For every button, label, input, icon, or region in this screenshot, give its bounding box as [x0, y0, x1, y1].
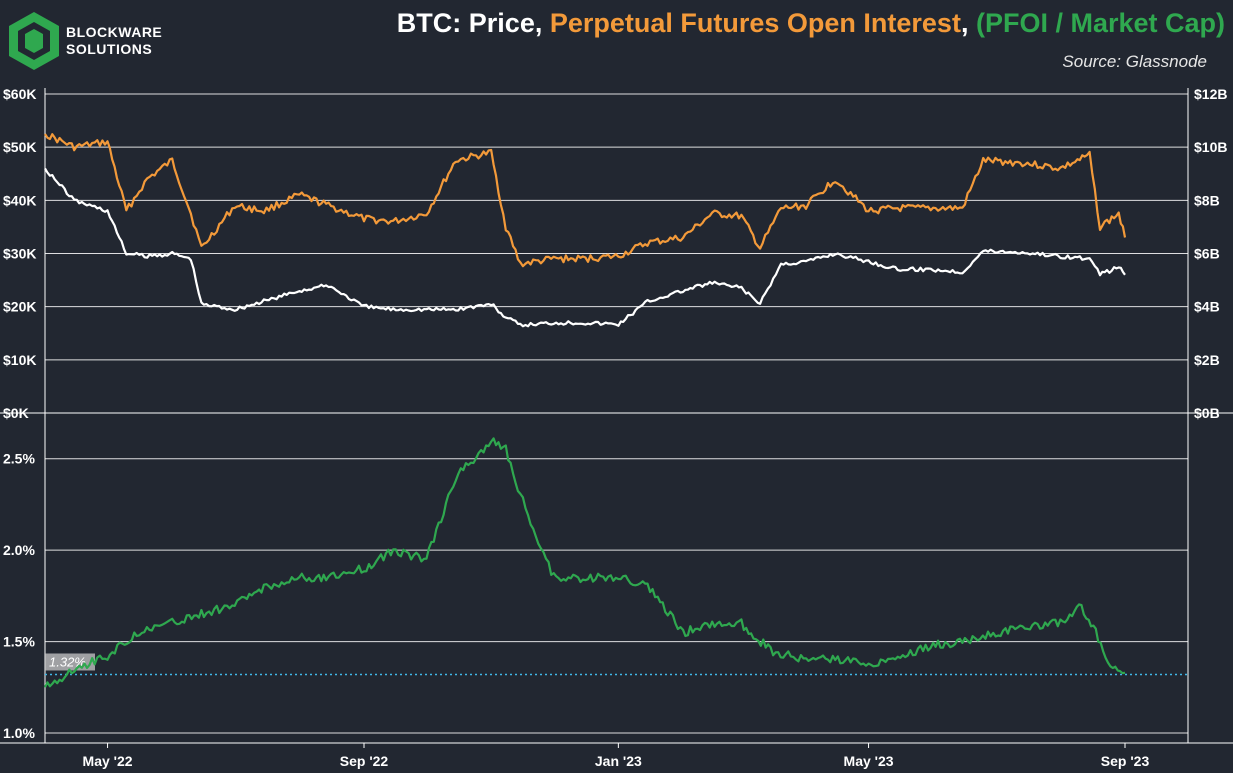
left-axis-tick: $30K	[3, 246, 36, 262]
left-axis-tick: $60K	[3, 86, 36, 102]
ratio-axis-tick: 2.0%	[3, 542, 35, 558]
chart-header: BLOCKWARE SOLUTIONS BTC: Price, Perpetua…	[0, 0, 1233, 88]
title-price: BTC: Price,	[396, 8, 550, 38]
open-interest-line	[44, 133, 1127, 268]
brand-name: BLOCKWARE SOLUTIONS	[66, 24, 162, 58]
left-axis-tick: $50K	[3, 139, 36, 155]
ratio-line	[44, 437, 1126, 688]
x-axis-tick: Sep '23	[1101, 753, 1150, 769]
x-axis-tick: May '22	[83, 753, 133, 769]
blockware-logo-icon	[9, 12, 59, 70]
x-axis-tick: May '23	[844, 753, 894, 769]
ratio-axis-tick: 2.5%	[3, 451, 35, 467]
title-open-interest: Perpetual Futures Open Interest	[549, 8, 961, 38]
ratio-axis-tick: 1.0%	[3, 725, 35, 741]
x-axis-tick: Sep '22	[340, 753, 389, 769]
reference-label: 1.32%	[49, 654, 86, 669]
right-axis-tick: $8B	[1194, 192, 1220, 208]
left-axis-tick: $20K	[3, 299, 36, 315]
brand-line-1: BLOCKWARE	[66, 24, 163, 40]
x-axis-tick: Jan '23	[595, 753, 642, 769]
left-axis-tick: $0K	[3, 405, 29, 421]
right-axis-tick: $12B	[1194, 86, 1227, 102]
ratio-axis-tick: 1.5%	[3, 634, 35, 650]
title-comma: ,	[960, 8, 976, 38]
right-axis-tick: $2B	[1194, 352, 1220, 368]
chart-title: BTC: Price, Perpetual Futures Open Inter…	[397, 8, 1225, 39]
left-axis-tick: $40K	[3, 192, 36, 208]
title-ratio: (PFOI / Market Cap)	[975, 8, 1225, 38]
brand-line-2: SOLUTIONS	[66, 41, 153, 57]
price-line	[44, 167, 1126, 328]
right-axis-tick: $10B	[1194, 139, 1227, 155]
right-axis-tick: $0B	[1194, 405, 1220, 421]
source-note: Source: Glassnode	[1062, 52, 1207, 71]
left-axis-tick: $10K	[3, 352, 36, 368]
right-axis-tick: $4B	[1194, 299, 1220, 315]
right-axis-tick: $6B	[1194, 246, 1220, 262]
